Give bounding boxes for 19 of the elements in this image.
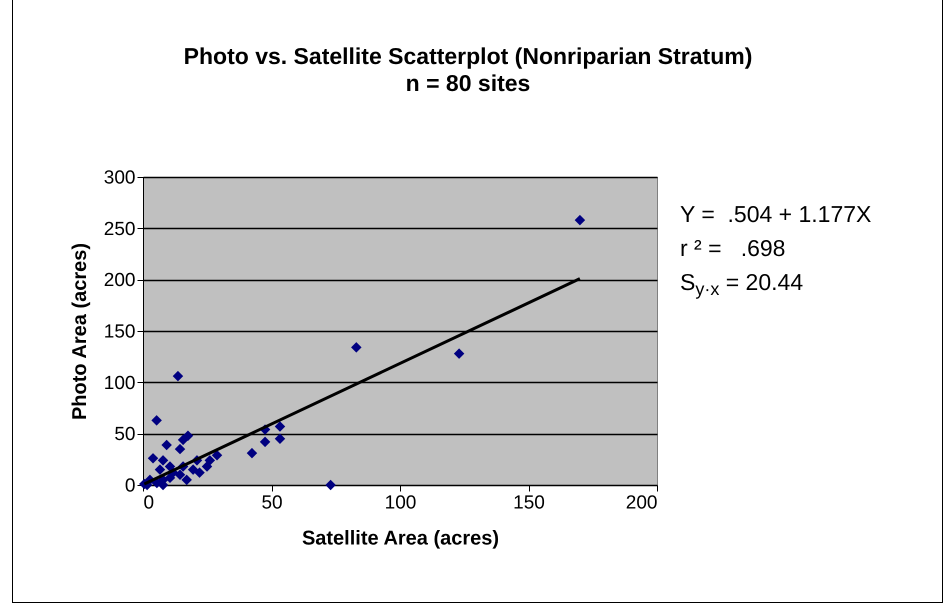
y-tick-label: 250 — [104, 218, 136, 240]
x-tick-label: 150 — [513, 492, 545, 514]
x-tick-label: 100 — [384, 492, 416, 514]
x-axis-title: Satellite Area (acres) — [302, 528, 500, 550]
y-tick-label: 0 — [124, 476, 136, 496]
chart-title: Photo vs. Satellite Scatterplot (Nonriparian Stratum) — [184, 43, 752, 69]
text: Y = .504 + 1.177X — [680, 201, 872, 227]
y-tick-label: 150 — [104, 322, 136, 342]
chart-subtitle: n = 80 sites — [406, 70, 530, 96]
x-tick-label: 0 — [144, 492, 154, 514]
x-tick-label: 50 — [261, 492, 283, 514]
text: S$_{y·x}$ = 20.44 — [680, 269, 804, 299]
y-axis-title: Photo Area (acres) — [68, 242, 91, 420]
y-tick-label: 200 — [104, 270, 136, 292]
text: r ² = .698 — [680, 235, 786, 261]
y-tick-label: 100 — [104, 372, 136, 394]
y-tick-label: 300 — [104, 168, 136, 188]
y-tick-label: 50 — [114, 424, 136, 446]
x-tick-label: 200 — [626, 492, 658, 514]
